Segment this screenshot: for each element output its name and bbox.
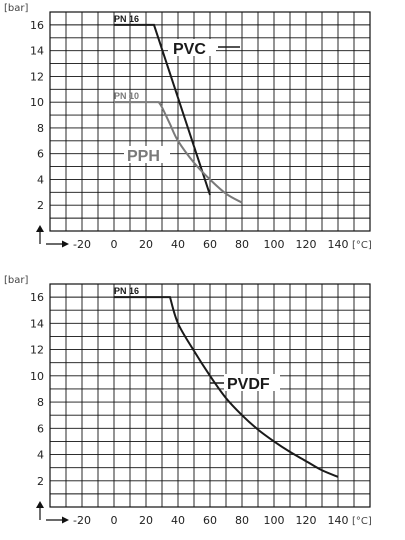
x-tick-label: 40	[171, 238, 185, 251]
pn-label-pph: PN 10	[114, 91, 139, 101]
x-tick-label: 100	[264, 238, 285, 251]
pph-label-bg	[124, 146, 170, 163]
y-tick-label: 2	[37, 475, 44, 488]
x-tick-label: 60	[203, 514, 217, 527]
x-tick-label: 0	[111, 514, 118, 527]
pn-label-pvdf: PN 16	[114, 286, 139, 296]
series-line-pvdf	[114, 296, 339, 478]
y-tick-label: 4	[37, 173, 44, 186]
series-label-pvc: PVC	[173, 41, 206, 58]
pvdf-label-bg	[224, 374, 280, 391]
series-line-pvc	[114, 23, 211, 196]
x-tick-label: 80	[235, 514, 249, 527]
y-axis-label: [bar]	[4, 3, 28, 14]
pvc-label-bg	[168, 39, 216, 56]
y-axis-label: [bar]	[4, 275, 28, 286]
x-tick-label: 120	[296, 514, 317, 527]
x-axis-label: [°C]	[352, 240, 372, 251]
y-tick-label: 6	[37, 148, 44, 161]
y-tick-label: 10	[30, 370, 44, 383]
x-axis-arrowhead	[62, 516, 69, 524]
x-tick-label: -20	[73, 514, 91, 527]
x-tick-label: -20	[73, 238, 91, 251]
x-tick-label: 60	[203, 238, 217, 251]
x-tick-label: 120	[296, 238, 317, 251]
x-tick-label: 140	[328, 514, 349, 527]
series-line-pph	[114, 101, 243, 204]
x-tick-label: 100	[264, 514, 285, 527]
y-tick-label: 2	[37, 199, 44, 212]
y-tick-label: 16	[30, 19, 44, 32]
y-axis-arrowhead	[36, 501, 44, 508]
series-label-pvdf: PVDF	[227, 376, 270, 393]
y-tick-label: 4	[37, 449, 44, 462]
x-tick-label: 140	[328, 238, 349, 251]
y-tick-label: 14	[30, 45, 44, 58]
series-label-pph: PPH	[127, 148, 160, 165]
y-tick-label: 8	[37, 122, 44, 135]
y-tick-label: 16	[30, 291, 44, 304]
x-tick-label: 20	[139, 238, 153, 251]
pn-label-pvc: PN 16	[114, 14, 139, 24]
y-tick-label: 14	[30, 317, 44, 330]
x-tick-label: 40	[171, 514, 185, 527]
x-tick-label: 80	[235, 238, 249, 251]
chart-1: 2 4 6 8 10 12 14 16[bar] -20 0 20 40 60 80 100 120 140 [°…	[4, 3, 372, 251]
x-tick-label: 20	[139, 514, 153, 527]
y-tick-label: 6	[37, 422, 44, 435]
y-axis-arrowhead	[36, 225, 44, 232]
x-axis-label: [°C]	[352, 516, 372, 527]
y-tick-label: 8	[37, 396, 44, 409]
chart-2: 2 4 6 8 10 12 14 16[bar] -20 0 20 40 60 80 100 120 140 [°…	[4, 275, 372, 527]
x-axis-arrowhead	[62, 240, 69, 248]
y-tick-label: 12	[30, 70, 44, 83]
y-tick-label: 12	[30, 344, 44, 357]
y-tick-label: 10	[30, 96, 44, 109]
x-tick-label: 0	[111, 238, 118, 251]
